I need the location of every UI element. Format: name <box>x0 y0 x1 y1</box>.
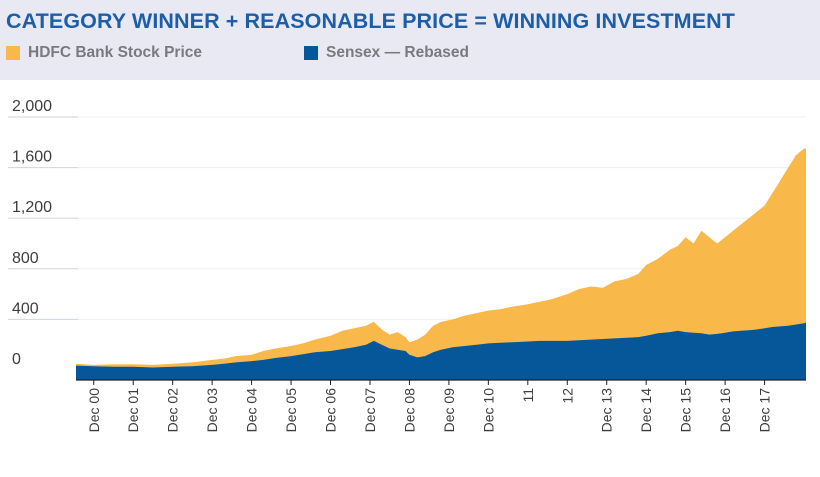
x-tick-label: Dec 15 <box>678 388 694 433</box>
legend-swatch-sensex <box>304 46 318 60</box>
legend-label-hdfc: HDFC Bank Stock Price <box>28 44 202 61</box>
area-hdfc <box>76 148 806 380</box>
x-tick-label: Dec 14 <box>638 388 654 433</box>
x-tick-label: Dec 07 <box>362 388 378 433</box>
x-tick-label: Dec 06 <box>323 388 339 433</box>
x-tick-label: Dec 00 <box>86 388 102 433</box>
y-tick-label: 1,600 <box>12 149 52 166</box>
x-tick-label: 11 <box>520 388 536 403</box>
y-tick-labels: 2,000 1,600 1,200 800 400 0 <box>12 98 52 368</box>
x-tick-label: Dec 04 <box>244 388 260 433</box>
x-tick-label: Dec 08 <box>401 388 417 433</box>
x-tick-label: Dec 10 <box>480 388 496 433</box>
legend-swatch-hdfc <box>6 46 20 60</box>
x-tick-label: Dec 09 <box>441 388 457 433</box>
x-tick-label: Dec 16 <box>717 388 733 433</box>
y-tick-label: 0 <box>12 351 21 368</box>
legend-item-sensex: Sensex — Rebased <box>304 43 469 63</box>
x-tick-label: Dec 17 <box>757 388 773 433</box>
chart-title: CATEGORY WINNER + REASONABLE PRICE = WIN… <box>6 9 735 33</box>
y-tick-label: 2,000 <box>12 98 52 115</box>
legend-label-sensex: Sensex — Rebased <box>326 44 470 61</box>
legend-item-hdfc: HDFC Bank Stock Price <box>6 43 202 63</box>
x-tick-labels: Dec 00 Dec 01 Dec 02 Dec 03 Dec 04 Dec 05 Dec … <box>86 388 773 433</box>
x-tick-label: Dec 01 <box>125 388 141 433</box>
areas <box>76 148 806 380</box>
x-tick-label: Dec 05 <box>283 388 299 433</box>
area-sensex <box>76 322 806 380</box>
y-tick-label: 800 <box>12 250 39 267</box>
y-tick-label: 1,200 <box>12 199 52 216</box>
x-axis <box>76 379 806 385</box>
x-tick-label: Dec 02 <box>165 388 181 433</box>
y-tick-label: 400 <box>12 300 39 317</box>
x-tick-label: Dec 03 <box>204 388 220 433</box>
x-tick-label: 12 <box>559 388 575 404</box>
header-band <box>0 0 820 80</box>
x-tick-label: Dec 13 <box>599 388 615 433</box>
